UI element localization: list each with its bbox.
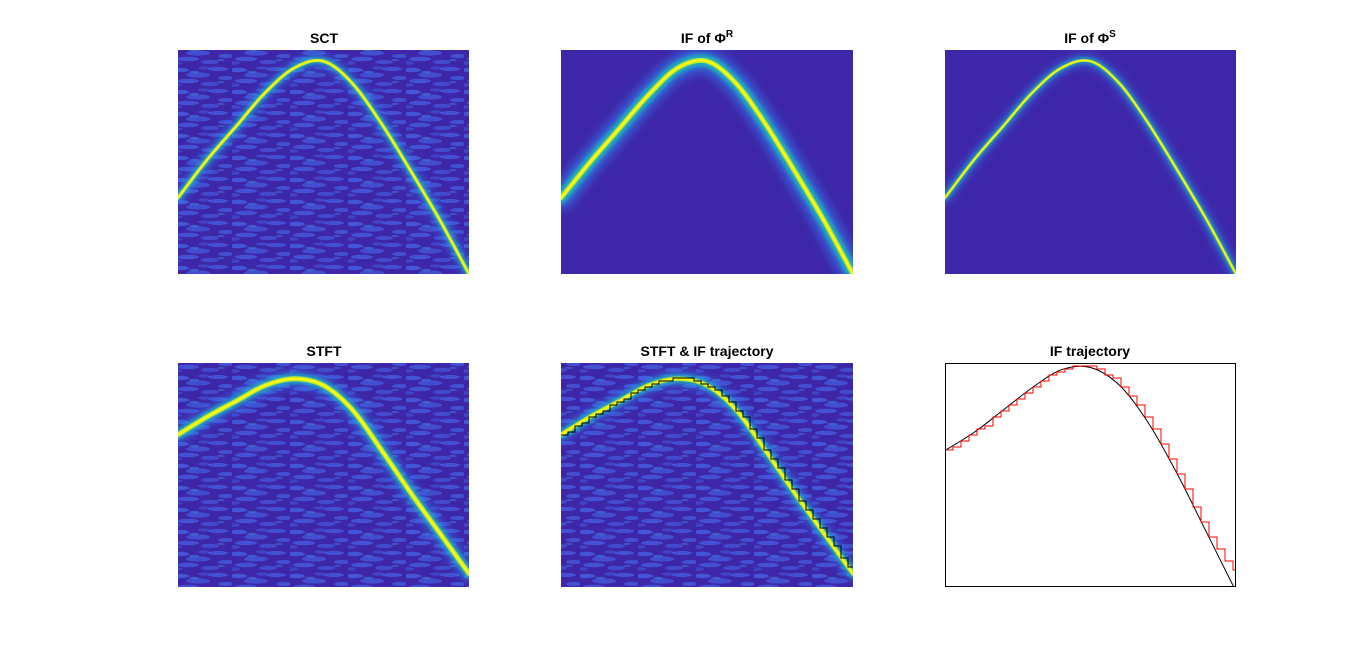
panel-title-stft: STFT	[307, 343, 342, 359]
heatmap-stft	[178, 363, 469, 587]
heatmap-background	[561, 50, 853, 274]
ridge-peak	[561, 377, 853, 575]
ridge-peak	[178, 377, 469, 575]
heatmap-sct	[178, 50, 469, 274]
ridge-peak	[178, 59, 469, 274]
heatmap-background	[945, 50, 1236, 274]
line-plot-if-trajectory	[945, 363, 1236, 587]
panel-title-stft-if-trajectory: STFT & IF trajectory	[640, 343, 773, 359]
heatmap-if-phi-r	[561, 50, 853, 274]
panel-title-if-phi-s: IF of ΦS	[1064, 29, 1116, 46]
heatmap-background	[561, 363, 853, 587]
subplot-if-phi-s: IF of ΦS	[945, 29, 1236, 274]
heatmap-background	[178, 363, 469, 587]
subplot-stft-if-trajectory: STFT & IF trajectory	[561, 343, 853, 587]
panel-title-sct: SCT	[310, 30, 338, 46]
panel-title-if-trajectory: IF trajectory	[1050, 343, 1130, 359]
true-trajectory-line	[945, 365, 1235, 587]
heatmap-stft-if-trajectory	[561, 363, 853, 587]
ridge-peak	[561, 59, 853, 274]
heatmap-if-phi-s	[945, 50, 1236, 274]
estimated-trajectory-line	[945, 365, 1236, 571]
axes-frame	[945, 363, 1236, 587]
subplot-stft: STFT	[178, 343, 469, 587]
subplot-sct: SCT	[178, 30, 469, 274]
heatmap-background	[178, 50, 469, 274]
if-trajectory-overlay	[561, 377, 853, 568]
ridge-peak	[945, 59, 1236, 274]
subplot-if-phi-r: IF of ΦR	[561, 29, 853, 274]
axes-background	[945, 363, 1236, 587]
subplot-if-trajectory: IF trajectory	[945, 343, 1236, 587]
panel-title-if-phi-r: IF of ΦR	[681, 29, 734, 46]
